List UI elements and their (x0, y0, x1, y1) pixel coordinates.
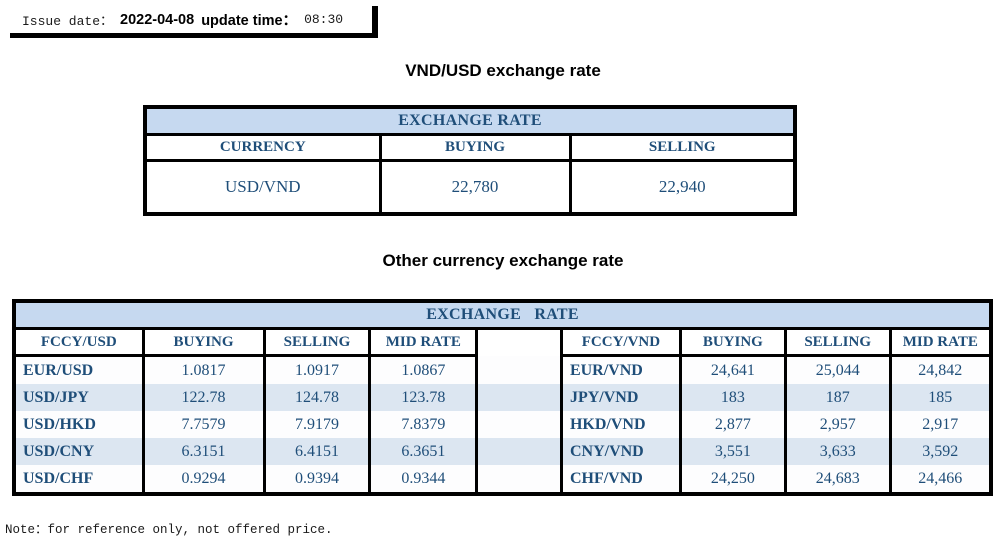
issue-date-label: Issue date： (22, 14, 114, 29)
rate-cell: 24,250 (678, 465, 787, 494)
table-row: USD/HKD 7.7579 7.9179 7.8379 HKD/VND 2,8… (12, 411, 993, 438)
rate-cell: 24,842 (888, 355, 993, 384)
usd-vnd-rate-table: EXCHANGE RATE CURRENCY BUYING SELLING US… (143, 105, 797, 216)
pair-cell: USD/HKD (12, 411, 145, 438)
rate-cell: 22,780 (378, 160, 572, 214)
pair-cell: EUR/VND (559, 355, 682, 384)
col-header-mid-rate: MID RATE (368, 328, 479, 357)
issue-date-box: Issue date： 2022-04-08 update time： 08:3… (10, 6, 378, 38)
rate-cell: 6.4151 (262, 438, 372, 465)
spacer-cell (475, 438, 563, 465)
rate-cell: 1.0867 (368, 355, 479, 384)
issue-date-value: 2022-04-08 (120, 11, 195, 28)
rate-cell: 24,641 (678, 355, 787, 384)
pair-cell: EUR/USD (12, 355, 145, 384)
pair-cell: USD/VND (143, 160, 382, 214)
update-time-label: update time： (201, 13, 298, 29)
rate-cell: 1.0817 (141, 355, 266, 384)
table-title: EXCHANGE RATE (12, 301, 993, 330)
rate-cell: 0.9294 (141, 465, 266, 494)
spacer-cell (475, 355, 563, 384)
pair-cell: CNY/VND (559, 438, 682, 465)
pair-cell: USD/CHF (12, 465, 145, 494)
rate-cell: 3,633 (783, 438, 892, 465)
rate-cell: 6.3651 (368, 438, 479, 465)
col-header-buying: BUYING (141, 328, 266, 357)
rate-cell: 1.0917 (262, 355, 372, 384)
rate-cell: 124.78 (262, 384, 372, 411)
spacer-cell (475, 411, 563, 438)
other-currency-rate-table: EXCHANGE RATE FCCY/USD BUYING SELLING MI… (12, 299, 993, 496)
rate-cell: 24,466 (888, 465, 993, 494)
rate-cell: 24,683 (783, 465, 892, 494)
pair-cell: USD/CNY (12, 438, 145, 465)
table-row: USD/VND 22,780 22,940 (143, 160, 797, 214)
col-header-currency: CURRENCY (143, 134, 382, 162)
table-title-row: EXCHANGE RATE (12, 301, 993, 330)
rate-cell: 7.8379 (368, 411, 479, 438)
pair-cell: CHF/VND (559, 465, 682, 494)
table-row: USD/JPY 122.78 124.78 123.78 JPY/VND 183… (12, 384, 993, 411)
rate-cell: 0.9344 (368, 465, 479, 494)
pair-cell: HKD/VND (559, 411, 682, 438)
update-time-value: 08:30 (304, 12, 344, 27)
table-row: USD/CHF 0.9294 0.9394 0.9344 CHF/VND 24,… (12, 465, 993, 494)
rate-cell: 187 (783, 384, 892, 411)
rate-cell: 7.7579 (141, 411, 266, 438)
footer-note: Note：for reference only, not offered pri… (5, 523, 333, 537)
rate-cell: 3,592 (888, 438, 993, 465)
table-title: EXCHANGE RATE (143, 107, 797, 136)
rate-cell: 25,044 (783, 355, 892, 384)
rate-cell: 183 (678, 384, 787, 411)
rate-cell: 0.9394 (262, 465, 372, 494)
col-header-selling: SELLING (783, 328, 892, 357)
table-row: EUR/USD 1.0817 1.0917 1.0867 EUR/VND 24,… (12, 355, 993, 384)
spacer-cell (475, 328, 563, 356)
rate-cell: 2,877 (678, 411, 787, 438)
rate-cell: 3,551 (678, 438, 787, 465)
rate-cell: 2,957 (783, 411, 892, 438)
rate-cell: 2,917 (888, 411, 993, 438)
col-header-buying: BUYING (378, 134, 572, 162)
spacer-cell (475, 465, 563, 494)
rate-cell: 22,940 (568, 160, 797, 214)
col-header-buying: BUYING (678, 328, 787, 357)
section2-title: Other currency exchange rate (382, 251, 624, 270)
table-title-row: EXCHANGE RATE (143, 107, 797, 136)
table-header-row: CURRENCY BUYING SELLING (143, 134, 797, 162)
table-header-row: FCCY/USD BUYING SELLING MID RATE FCCY/VN… (12, 328, 993, 357)
rate-cell: 185 (888, 384, 993, 411)
col-header-selling: SELLING (568, 134, 797, 162)
col-header-fccy-usd: FCCY/USD (12, 328, 145, 357)
spacer-cell (475, 384, 563, 411)
col-header-selling: SELLING (262, 328, 372, 357)
rate-cell: 122.78 (141, 384, 266, 411)
section1-title: VND/USD exchange rate (405, 61, 601, 80)
col-header-fccy-vnd: FCCY/VND (559, 328, 682, 357)
col-header-mid-rate: MID RATE (888, 328, 993, 357)
rate-cell: 123.78 (368, 384, 479, 411)
rate-cell: 6.3151 (141, 438, 266, 465)
pair-cell: USD/JPY (12, 384, 145, 411)
table-row: USD/CNY 6.3151 6.4151 6.3651 CNY/VND 3,5… (12, 438, 993, 465)
rate-cell: 7.9179 (262, 411, 372, 438)
pair-cell: JPY/VND (559, 384, 682, 411)
